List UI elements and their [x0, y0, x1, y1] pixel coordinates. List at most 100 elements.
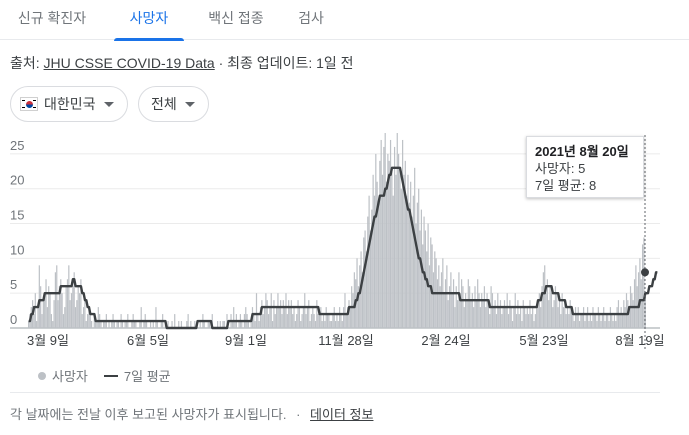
death-bar	[223, 321, 225, 328]
death-bar	[45, 279, 47, 328]
death-bar	[340, 314, 342, 328]
source-updated: · 최종 업데이트: 1일 전	[214, 55, 354, 71]
death-bar	[308, 300, 310, 328]
tooltip-deaths: 사망자: 5	[535, 161, 586, 176]
tab-vaccinations[interactable]: 백신 접종	[196, 0, 276, 40]
tab-tests[interactable]: 검사	[286, 0, 336, 40]
death-bar	[440, 272, 443, 328]
death-bar	[353, 272, 355, 328]
death-bar	[155, 307, 157, 328]
death-bar	[46, 307, 48, 328]
tab-bar: 신규 확진자 사망자 백신 접종 검사	[0, 0, 689, 41]
tooltip-average: 7일 평균: 8	[535, 178, 597, 193]
death-bar	[514, 293, 516, 328]
death-bar	[475, 300, 477, 328]
death-bar	[373, 195, 376, 328]
death-bar	[66, 279, 69, 328]
death-bar	[372, 174, 374, 328]
tab-new-cases[interactable]: 신규 확진자	[10, 0, 94, 40]
y-axis-ticks: 0 5 10 15 20 25	[10, 138, 24, 327]
y-tick-label: 5	[10, 277, 17, 292]
x-tick-label: 9월 1일	[225, 333, 267, 348]
death-bar	[318, 314, 321, 328]
death-bar	[581, 314, 583, 328]
death-bar	[569, 300, 571, 328]
death-bar	[152, 321, 154, 328]
death-bar	[80, 279, 82, 328]
deaths-chart[interactable]: 0 5 10 15 20 25 3월 9일 6월 5일 9월 1일 11월 28일 2월 24일 5…	[0, 130, 689, 358]
death-bar	[36, 321, 38, 328]
death-bar	[211, 314, 213, 328]
death-bar	[493, 307, 495, 328]
death-bar	[84, 300, 86, 328]
death-bar	[414, 167, 416, 328]
death-bar	[530, 314, 532, 328]
death-bar	[392, 195, 394, 328]
death-bar	[271, 321, 274, 328]
death-bar	[265, 293, 267, 328]
death-bar	[330, 321, 333, 328]
death-bar	[361, 272, 364, 328]
data-info-link[interactable]: 데이터 정보	[310, 407, 374, 422]
source-link[interactable]: JHU CSSE COVID-19 Data	[43, 55, 215, 71]
death-bar	[486, 293, 488, 328]
death-bar	[52, 321, 54, 328]
death-bar	[503, 300, 506, 328]
death-bar	[536, 307, 538, 328]
death-bar	[487, 300, 490, 328]
death-bar	[483, 286, 485, 328]
death-bar	[554, 286, 557, 328]
death-bar	[570, 307, 573, 328]
death-bar	[53, 300, 55, 328]
tab-deaths[interactable]: 사망자	[114, 0, 184, 41]
death-bar	[160, 321, 162, 328]
death-bar	[544, 265, 546, 328]
death-bar	[336, 314, 338, 328]
death-bar	[456, 300, 459, 328]
death-bar	[108, 321, 110, 328]
death-bar	[284, 307, 286, 328]
y-tick-label: 25	[10, 138, 24, 153]
death-bar	[369, 230, 372, 328]
death-bar	[133, 321, 136, 328]
death-bar	[498, 307, 500, 328]
death-bar	[595, 314, 597, 328]
death-bar	[345, 314, 347, 328]
death-bar	[497, 293, 499, 328]
death-bar	[451, 293, 453, 328]
country-dropdown[interactable]: 대한민국	[10, 86, 128, 122]
death-bar	[532, 307, 534, 328]
death-bar	[78, 293, 81, 328]
death-bar	[50, 314, 52, 328]
death-bar	[334, 321, 337, 328]
death-bar	[521, 321, 523, 328]
death-bar	[640, 279, 642, 328]
death-bar	[70, 293, 73, 328]
y-tick-label: 10	[10, 242, 24, 257]
death-bar	[558, 300, 561, 328]
death-bar	[607, 314, 609, 328]
death-bar	[633, 279, 636, 328]
death-bar	[321, 321, 323, 328]
death-bar	[339, 307, 341, 328]
tab-label: 신규 확진자	[17, 10, 87, 26]
death-bar	[438, 265, 440, 328]
death-bar	[561, 293, 563, 328]
death-bar	[97, 307, 99, 328]
death-bars	[28, 133, 646, 328]
death-bar	[562, 307, 565, 328]
death-bar	[290, 300, 292, 328]
death-bar	[367, 216, 369, 328]
death-bar	[482, 300, 484, 328]
death-bar	[605, 314, 607, 328]
death-bar	[489, 314, 491, 328]
death-bar	[470, 300, 472, 328]
death-bar	[326, 314, 329, 328]
scope-dropdown[interactable]: 전체	[138, 86, 209, 122]
death-bar	[88, 307, 90, 328]
death-bar	[357, 286, 359, 328]
footer-text: 각 날짜에는 전날 이후 보고된 사망자가 표시됩니다.	[10, 407, 287, 422]
death-bar	[384, 133, 386, 328]
death-bar	[591, 321, 593, 328]
death-bar	[116, 321, 118, 328]
